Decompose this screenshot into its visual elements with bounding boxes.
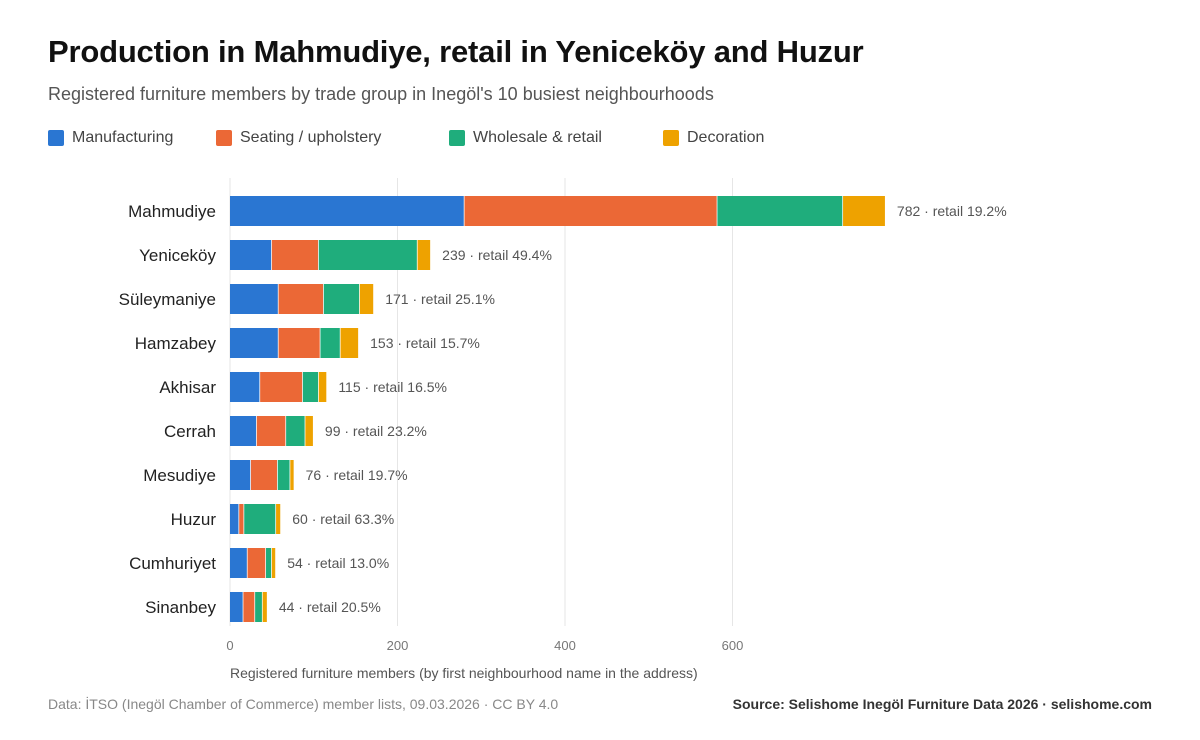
- bar-sinanbey-manufacturing: [230, 592, 244, 622]
- bar-hamzabey-decoration: [340, 328, 359, 358]
- data-credit: Data: İTSO (Inegöl Chamber of Commerce) …: [48, 696, 559, 712]
- bar-akhisar-wholesale-retail: [302, 372, 319, 402]
- data-label-huzur: 60 · retail 63.3%: [292, 511, 394, 527]
- legend-label-seating: Seating / upholstery: [240, 129, 382, 146]
- data-label-suleymaniye: 171 · retail 25.1%: [385, 291, 495, 307]
- x-tick-label-0: 0: [226, 638, 233, 653]
- data-label-hamzabey: 153 · retail 15.7%: [370, 335, 480, 351]
- bar-cerrah-wholesale-retail: [286, 416, 306, 446]
- category-label-mesudiye: Mesudiye: [143, 466, 216, 485]
- chart-title: Production in Mahmudiye, retail in Yenic…: [48, 34, 864, 69]
- bar-sinanbey-seating-upholstery: [243, 592, 256, 622]
- bar-suleymaniye-seating-upholstery: [278, 284, 324, 314]
- bar-yenicekoy-manufacturing: [230, 240, 272, 270]
- legend-item-manufacturing: Manufacturing: [48, 129, 173, 147]
- legend-item-seating: Seating / upholstery: [216, 129, 381, 147]
- legend-swatch-seating: [216, 130, 232, 146]
- data-label-akhisar: 115 · retail 16.5%: [338, 379, 447, 395]
- data-label-cerrah: 99 · retail 23.2%: [325, 423, 427, 439]
- bar-akhisar-seating-upholstery: [260, 372, 303, 402]
- legend-swatch-wholesale: [449, 130, 465, 146]
- bar-huzur-wholesale-retail: [244, 504, 277, 534]
- bar-mahmudiye-wholesale-retail: [717, 196, 844, 226]
- bar-mesudiye-manufacturing: [230, 460, 251, 490]
- legend-label-wholesale: Wholesale & retail: [473, 129, 602, 146]
- data-label-mahmudiye: 782 · retail 19.2%: [897, 203, 1007, 219]
- legend-swatch-decoration: [663, 130, 679, 146]
- data-label-yenicekoy: 239 · retail 49.4%: [442, 247, 552, 263]
- category-label-cumhuriyet: Cumhuriyet: [129, 554, 216, 573]
- bar-cumhuriyet-manufacturing: [230, 548, 248, 578]
- x-tick-label-200: 200: [387, 638, 409, 653]
- legend-swatch-manufacturing: [48, 130, 64, 146]
- bar-yenicekoy-seating-upholstery: [271, 240, 319, 270]
- bar-cerrah-decoration: [305, 416, 313, 446]
- category-label-mahmudiye: Mahmudiye: [128, 202, 216, 221]
- bar-mahmudiye-decoration: [843, 196, 885, 226]
- bar-mesudiye-seating-upholstery: [250, 460, 278, 490]
- bar-sinanbey-decoration: [262, 592, 267, 622]
- source-credit: Source: Selishome Inegöl Furniture Data …: [732, 696, 1152, 712]
- bar-akhisar-manufacturing: [230, 372, 261, 402]
- bar-hamzabey-seating-upholstery: [278, 328, 321, 358]
- category-label-akhisar: Akhisar: [159, 378, 216, 397]
- legend-label-decoration: Decoration: [687, 129, 765, 146]
- bar-mesudiye-wholesale-retail: [277, 460, 291, 490]
- bar-cumhuriyet-seating-upholstery: [247, 548, 267, 578]
- bar-huzur-decoration: [276, 504, 281, 534]
- legend-item-wholesale: Wholesale & retail: [449, 129, 602, 147]
- bar-yenicekoy-decoration: [417, 240, 431, 270]
- bar-cumhuriyet-wholesale-retail: [266, 548, 272, 578]
- bar-mahmudiye-manufacturing: [230, 196, 465, 226]
- chart-subtitle: Registered furniture members by trade gr…: [48, 84, 714, 104]
- data-label-sinanbey: 44 · retail 20.5%: [279, 599, 381, 615]
- bar-suleymaniye-manufacturing: [230, 284, 279, 314]
- bar-yenicekoy-wholesale-retail: [318, 240, 418, 270]
- bar-hamzabey-wholesale-retail: [320, 328, 341, 358]
- bar-huzur-manufacturing: [230, 504, 240, 534]
- category-label-yenicekoy: Yeniceköy: [139, 246, 216, 265]
- category-label-huzur: Huzur: [171, 510, 217, 529]
- x-tick-label-600: 600: [722, 638, 744, 653]
- bar-akhisar-decoration: [318, 372, 327, 402]
- x-tick-label-400: 400: [554, 638, 576, 653]
- bar-suleymaniye-wholesale-retail: [323, 284, 360, 314]
- category-label-sinanbey: Sinanbey: [145, 598, 216, 617]
- bar-sinanbey-wholesale-retail: [255, 592, 263, 622]
- bar-hamzabey-manufacturing: [230, 328, 279, 358]
- bar-cumhuriyet-decoration: [271, 548, 276, 578]
- category-label-cerrah: Cerrah: [164, 422, 216, 441]
- legend-item-decoration: Decoration: [663, 129, 764, 147]
- legend-label-manufacturing: Manufacturing: [72, 129, 174, 146]
- data-label-mesudiye: 76 · retail 19.7%: [306, 467, 408, 483]
- category-label-suleymaniye: Süleymaniye: [119, 290, 216, 309]
- data-label-cumhuriyet: 54 · retail 13.0%: [287, 555, 389, 571]
- bar-huzur-seating-upholstery: [239, 504, 245, 534]
- bar-mesudiye-decoration: [290, 460, 294, 490]
- bar-cerrah-seating-upholstery: [256, 416, 287, 446]
- bar-cerrah-manufacturing: [230, 416, 257, 446]
- bar-suleymaniye-decoration: [359, 284, 374, 314]
- bar-mahmudiye-seating-upholstery: [464, 196, 718, 226]
- category-label-hamzabey: Hamzabey: [135, 334, 217, 353]
- x-axis-label: Registered furniture members (by first n…: [230, 665, 698, 681]
